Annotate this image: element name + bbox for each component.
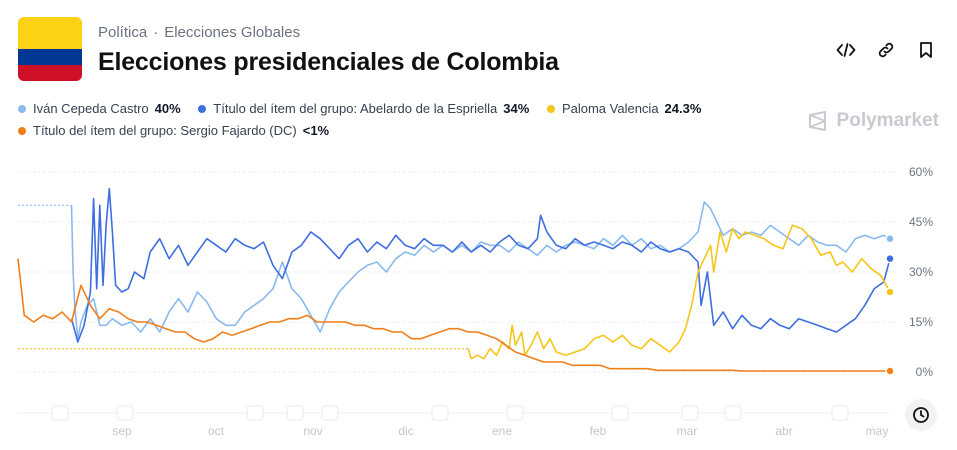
legend-label: Título del ítem del grupo: Abelardo de l… [213, 101, 498, 116]
legend-dot [198, 105, 207, 113]
polymarket-icon [808, 111, 826, 131]
y-tick-label: 30% [909, 265, 933, 279]
legend-item[interactable]: Iván Cepeda Castro 40% [18, 98, 181, 120]
timeline-handle [431, 405, 449, 421]
link-icon [878, 42, 894, 58]
series-line [17, 258, 890, 372]
header-actions [831, 36, 941, 64]
timeline-handle [611, 405, 629, 421]
legend-value: <1% [302, 123, 330, 138]
legend-value: 34% [503, 101, 530, 116]
y-tick-label: 45% [909, 215, 933, 229]
breadcrumb-category[interactable]: Política [98, 24, 148, 41]
legend-item[interactable]: Paloma Valencia 24.3% [546, 98, 702, 120]
x-tick-label: dic [398, 424, 413, 438]
series-endpoint [885, 287, 895, 297]
breadcrumb-separator: · [153, 24, 159, 41]
series-endpoint [885, 253, 895, 264]
x-tick-label: feb [590, 424, 607, 438]
page-title: Elecciones presidenciales de Colombia [98, 48, 559, 76]
clock-icon [913, 407, 929, 423]
legend-item[interactable]: Título del ítem del grupo: Abelardo de l… [198, 98, 529, 120]
timeline-handle [116, 405, 134, 421]
price-history-chart: 60% 45% 30% 15% 0% sep oct nov dic ene feb mar abr ma… [17, 165, 934, 438]
timeline-handle [51, 405, 69, 421]
time-range-button[interactable] [905, 399, 937, 431]
legend-value: 40% [154, 101, 181, 116]
legend-dot [546, 105, 555, 113]
x-tick-label: nov [303, 424, 322, 438]
copy-link-button[interactable] [871, 36, 901, 64]
timeline-handle [246, 405, 264, 421]
legend-value: 24.3% [664, 101, 702, 116]
y-tick-label: 0% [916, 365, 934, 379]
brand-name: Polymarket [836, 110, 939, 131]
timeline-handle [724, 405, 742, 421]
series-line [467, 224, 891, 360]
embed-code-button[interactable] [831, 36, 861, 64]
embed-code-icon [836, 43, 856, 57]
x-tick-label: sep [112, 424, 132, 438]
x-tick-label: oct [208, 424, 225, 438]
timeline-handle [506, 405, 524, 421]
timeline-handle [321, 405, 339, 421]
polymarket-logo[interactable]: Polymarket [807, 110, 939, 132]
legend-dot [18, 127, 26, 135]
timeline-handle [286, 405, 304, 421]
chart-legend: Iván Cepeda Castro 40% Título del ítem de… [18, 98, 778, 142]
colombia-flag [18, 17, 82, 81]
y-tick-label: 60% [909, 165, 933, 179]
timeline-handle [681, 405, 699, 421]
series-endpoint [885, 233, 895, 244]
x-tick-label: ene [492, 424, 512, 438]
breadcrumb-subcategory[interactable]: Elecciones Globales [164, 24, 301, 41]
series-endpoint [885, 366, 895, 376]
legend-label: Título del ítem del grupo: Sergio Fajard… [33, 123, 297, 138]
legend-item[interactable]: Título del ítem del grupo: Sergio Fajard… [18, 120, 329, 142]
y-tick-label: 15% [909, 315, 933, 329]
x-tick-label: may [866, 424, 889, 438]
x-tick-label: abr [775, 424, 792, 438]
legend-label: Paloma Valencia [561, 101, 659, 116]
breadcrumb: Política · Elecciones Globales [98, 24, 300, 41]
series-line [70, 187, 891, 343]
x-tick-label: mar [677, 424, 698, 438]
bookmark-button[interactable] [911, 36, 941, 64]
bookmark-icon [920, 42, 932, 58]
series-line [70, 201, 891, 340]
legend-label: Iván Cepeda Castro [33, 101, 149, 116]
timeline-handle [831, 405, 849, 421]
legend-dot [18, 105, 26, 113]
